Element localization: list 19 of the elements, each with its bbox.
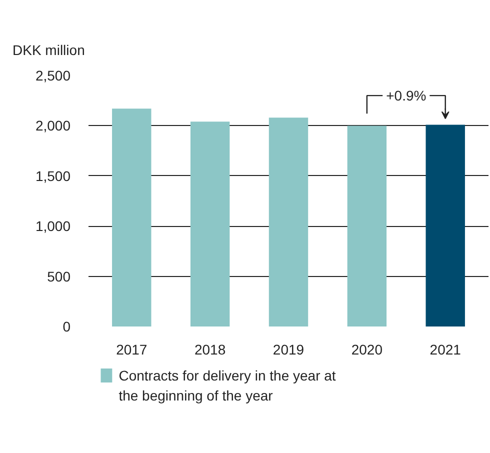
y-tick-label: 0: [62, 318, 71, 334]
bar: [112, 108, 152, 326]
x-tick-label: 2020: [351, 342, 383, 358]
y-tick-label: 2,000: [35, 118, 71, 134]
bar: [268, 118, 308, 326]
y-tick-label: 1,500: [35, 168, 71, 184]
y-tick-label: 500: [47, 268, 71, 284]
y-tick-label: 1,000: [35, 218, 71, 234]
y-axis-title: DKK million: [12, 42, 85, 58]
x-tick-label: 2018: [194, 342, 226, 358]
legend-label: Contracts for delivery in the year at the beginning of the year: [118, 368, 336, 404]
y-tick-label: 2,500: [35, 68, 71, 84]
x-tick-label: 2017: [116, 342, 148, 358]
x-tick-label: 2021: [430, 342, 462, 358]
bar: [347, 126, 387, 326]
bar: [190, 122, 230, 326]
x-tick-label: 2019: [272, 342, 304, 358]
annotation: +0.9%: [386, 88, 426, 104]
bar: [426, 124, 465, 326]
